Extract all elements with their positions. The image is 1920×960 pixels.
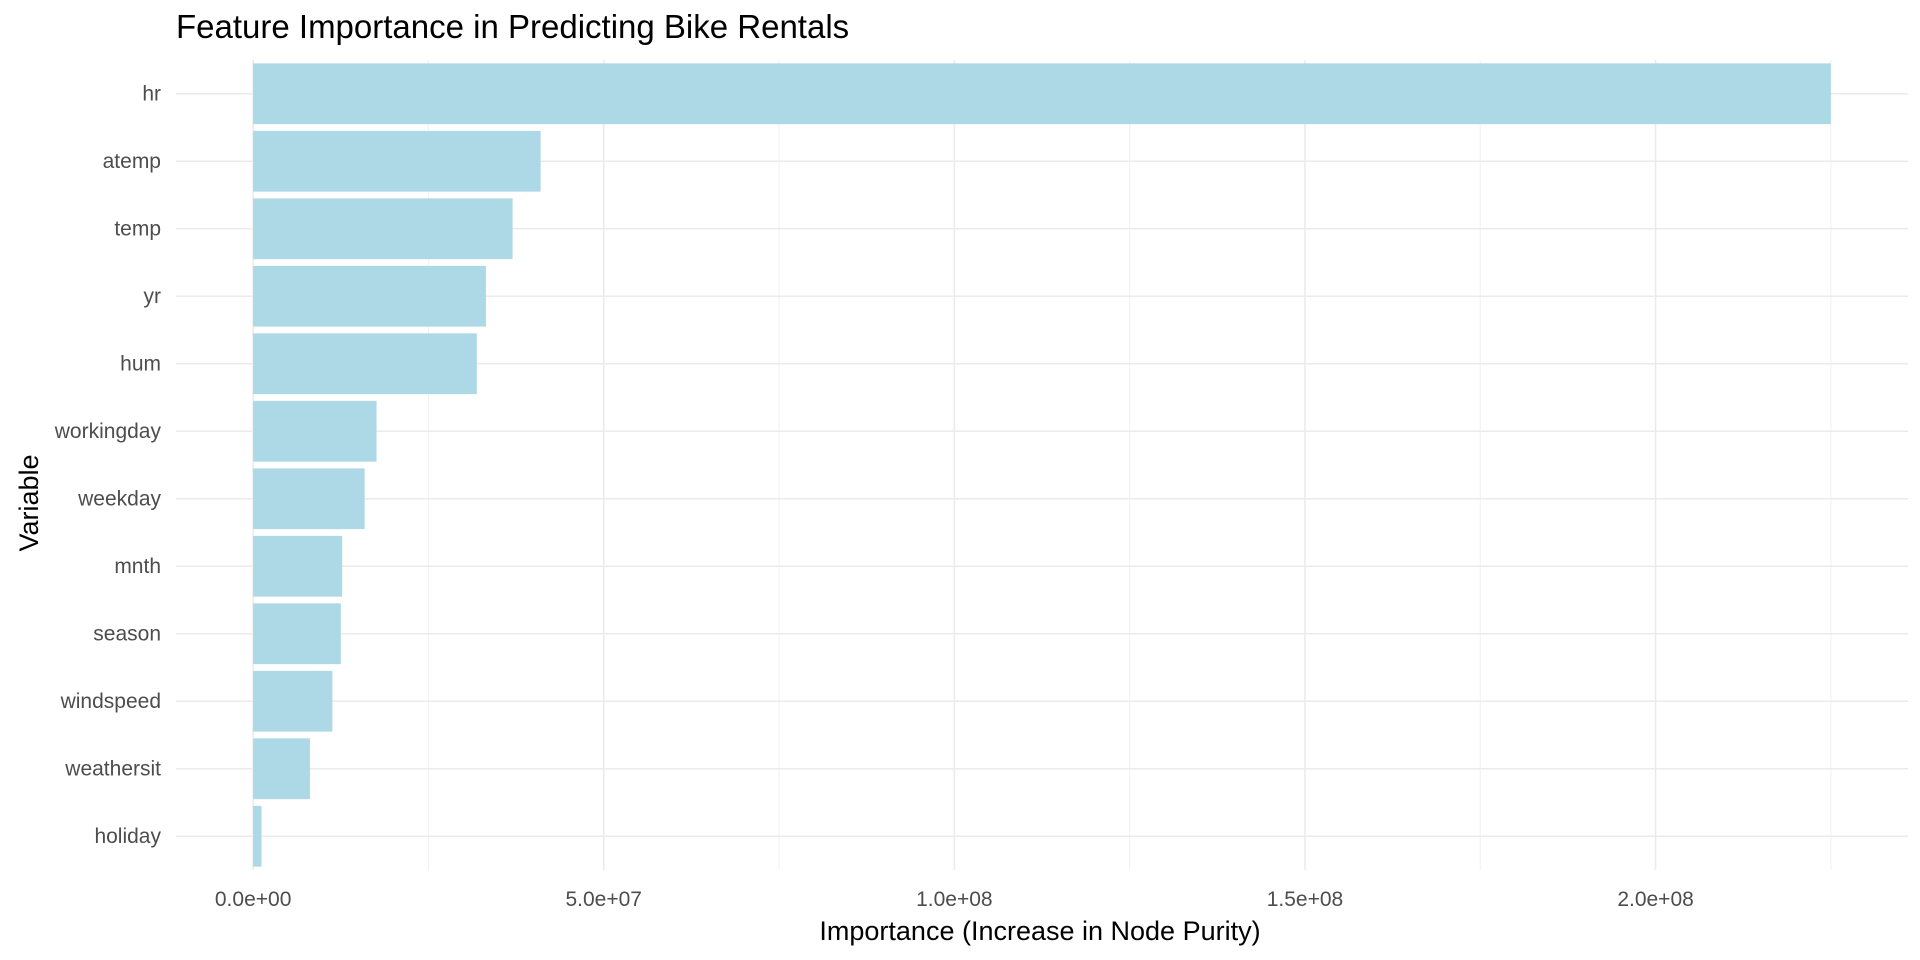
y-tick-label-weathersit: weathersit (64, 757, 161, 780)
bars (253, 63, 1831, 867)
bar-season (253, 603, 341, 665)
bar-windspeed (253, 670, 333, 732)
bar-holiday (253, 805, 262, 867)
y-tick-label-mnth: mnth (114, 555, 161, 578)
x-tick-label: 5.0e+07 (565, 888, 642, 911)
y-tick-label-atemp: atemp (103, 150, 161, 173)
chart-title: Feature Importance in Predicting Bike Re… (176, 8, 850, 45)
bar-weathersit (253, 738, 310, 800)
y-tick-label-hr: hr (142, 82, 161, 105)
y-tick-labels: hr atemp temp yr hum workingday weekday mnth sea… (54, 82, 162, 848)
x-tick-labels: 0.0e+00 5.0e+07 1.0e+08 1.5e+08 2.0e+08 (215, 888, 1694, 911)
bar-weekday (253, 468, 365, 530)
bar-mnth (253, 535, 343, 597)
bar-temp (253, 198, 513, 260)
x-tick-label: 2.0e+08 (1617, 888, 1694, 911)
y-axis-title: Variable (14, 454, 44, 551)
x-tick-label: 1.5e+08 (1267, 888, 1344, 911)
bar-atemp (253, 130, 541, 192)
y-tick-label-temp: temp (114, 217, 161, 240)
y-tick-label-season: season (93, 622, 161, 645)
y-tick-label-weekday: weekday (77, 487, 161, 510)
bar-hum (253, 333, 477, 395)
y-tick-label-hum: hum (120, 352, 161, 375)
y-tick-label-holiday: holiday (94, 825, 161, 848)
x-tick-label: 0.0e+00 (215, 888, 292, 911)
y-tick-label-yr: yr (144, 285, 162, 308)
bar-yr (253, 265, 486, 327)
y-tick-label-windspeed: windspeed (60, 690, 161, 713)
x-axis-title: Importance (Increase in Node Purity) (819, 916, 1260, 946)
bar-hr (253, 63, 1831, 125)
y-tick-label-workingday: workingday (54, 420, 162, 443)
bar-workingday (253, 400, 377, 462)
x-tick-label: 1.0e+08 (916, 888, 993, 911)
